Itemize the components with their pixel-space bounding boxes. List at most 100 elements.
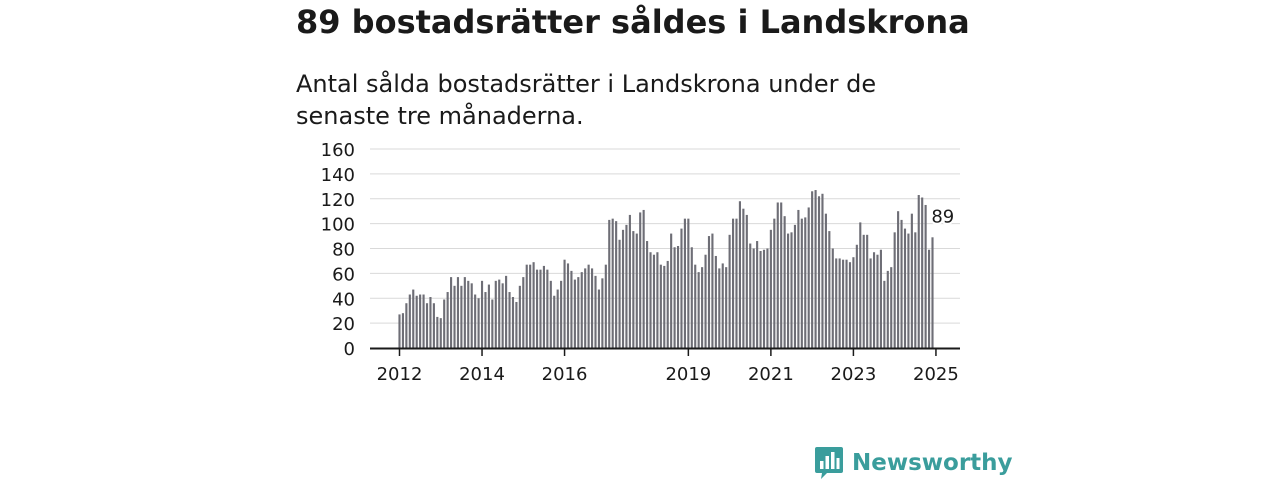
bar [745, 214, 748, 348]
y-axis-ticks: 0 20 40 60 80 100 120 140 160 [321, 140, 355, 360]
y-tick-label: 20 [332, 314, 355, 335]
bar [515, 301, 518, 348]
bar [893, 232, 896, 348]
bar [408, 294, 411, 348]
bar [477, 298, 480, 348]
bar [618, 239, 621, 348]
y-tick-label: 120 [321, 190, 355, 211]
bar [694, 264, 697, 348]
bar [594, 275, 597, 348]
bar [790, 232, 793, 348]
x-tick-label: 2023 [831, 364, 877, 385]
bar [443, 299, 446, 348]
y-tick-label: 100 [321, 215, 355, 236]
bar [931, 237, 934, 348]
bar-chart-speech-bubble-icon [815, 447, 843, 479]
y-tick-label: 0 [344, 339, 355, 360]
bar [625, 224, 628, 348]
bar [793, 224, 797, 348]
bar [518, 285, 521, 348]
bar [535, 269, 539, 348]
y-tick-label: 60 [332, 264, 355, 285]
bar [446, 292, 449, 348]
bar [494, 280, 497, 348]
bar [824, 213, 827, 348]
bar [628, 214, 631, 348]
bar [652, 254, 656, 348]
bar [498, 279, 501, 348]
bar [597, 289, 601, 348]
bar [676, 246, 680, 348]
bar [656, 252, 659, 348]
bar [759, 250, 762, 348]
bar [556, 289, 559, 348]
bar [608, 219, 611, 348]
x-tick-label: 2021 [748, 364, 794, 385]
bar [659, 264, 662, 348]
bar [580, 272, 583, 348]
bar [415, 295, 418, 348]
bar [453, 285, 456, 348]
bar [456, 277, 460, 348]
bar [766, 248, 769, 348]
bar [639, 212, 642, 348]
bar [831, 248, 834, 348]
bar [690, 247, 693, 348]
bar [670, 233, 673, 348]
bar [773, 218, 776, 348]
bars [398, 190, 934, 348]
bar [649, 252, 652, 348]
highlight-value-label: 89 [931, 206, 954, 227]
bar [621, 229, 625, 348]
bar [714, 255, 717, 348]
bar [666, 260, 669, 348]
bar [573, 279, 576, 348]
bar [731, 218, 735, 348]
bar [800, 218, 803, 348]
bar [862, 234, 865, 348]
bar [828, 231, 831, 348]
bar [425, 303, 429, 348]
bar [921, 197, 924, 348]
bar [883, 280, 886, 348]
bar [529, 264, 532, 348]
bar [412, 289, 415, 348]
bar [807, 207, 810, 348]
bar [821, 193, 824, 348]
bar [855, 244, 858, 348]
bar [721, 263, 724, 348]
bar [838, 258, 841, 348]
bar [879, 249, 882, 348]
bar [707, 236, 711, 348]
bar [587, 264, 590, 348]
bar [405, 303, 408, 348]
bar [632, 231, 635, 348]
x-tick-label: 2016 [542, 364, 588, 385]
bar [903, 228, 907, 348]
bar [532, 262, 535, 348]
bar [852, 257, 855, 348]
bar [646, 241, 649, 348]
bar [927, 249, 931, 348]
bar [563, 259, 566, 348]
bar [752, 248, 755, 348]
bar [542, 265, 545, 348]
bar [924, 204, 927, 348]
bar [560, 280, 563, 348]
bar [866, 234, 869, 348]
bar [711, 233, 714, 348]
y-tick-label: 40 [332, 289, 355, 310]
highlight-label-group: 89 [929, 204, 956, 229]
bar [601, 278, 604, 348]
bar [511, 297, 515, 348]
bar [463, 277, 466, 348]
x-axis-ticks: 2012 2014 2016 2019 2021 2023 2025 [377, 348, 959, 385]
bar [910, 213, 913, 348]
bar [817, 196, 821, 348]
bar [742, 208, 745, 348]
y-tick-label: 80 [332, 240, 355, 261]
bar [780, 202, 783, 348]
bar [811, 191, 814, 348]
bar [917, 195, 920, 348]
bar [398, 314, 401, 348]
